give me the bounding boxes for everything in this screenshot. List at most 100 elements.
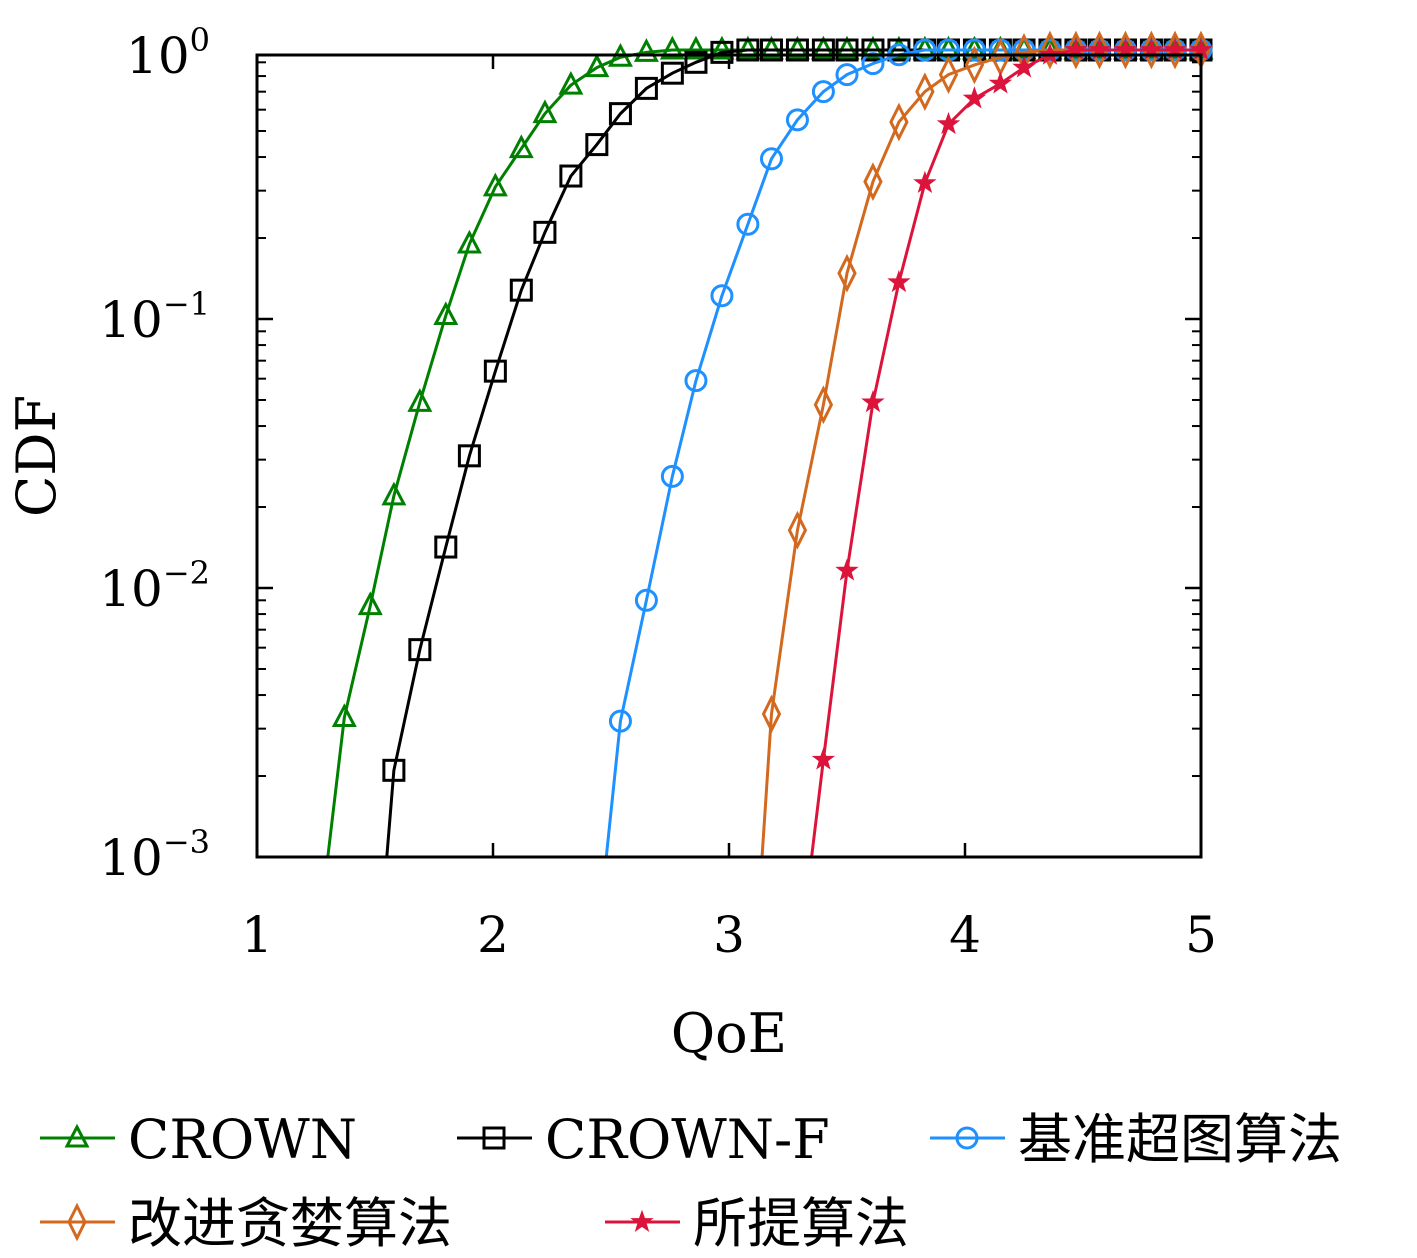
- legend-marker-icon: [630, 1209, 654, 1232]
- x-axis-label: QoE: [671, 1002, 787, 1065]
- data-point: [785, 38, 809, 62]
- data-point: [684, 50, 708, 74]
- series-4: [810, 37, 1213, 858]
- data-point: [962, 86, 987, 109]
- y-tick-label: 10−1: [99, 285, 210, 349]
- data-point: [710, 284, 734, 308]
- data-point: [608, 102, 632, 126]
- data-point: [709, 35, 735, 60]
- legend-marker-icon: [482, 1126, 506, 1150]
- data-point: [532, 99, 558, 124]
- data-point: [710, 40, 734, 64]
- data-point: [508, 134, 534, 159]
- series-3: [760, 30, 1211, 858]
- data-point: [913, 170, 937, 194]
- data-point: [1165, 30, 1185, 70]
- data-point: [811, 38, 835, 62]
- data-point: [483, 359, 507, 383]
- data-point: [533, 220, 557, 244]
- legend-label: 改进贪婪算法: [128, 1192, 452, 1255]
- x-tick-label: 1: [241, 906, 273, 964]
- legend-marker-icon: [64, 1123, 90, 1148]
- data-point: [811, 80, 835, 104]
- data-point: [407, 388, 433, 412]
- legend-item: 改进贪婪算法: [40, 1192, 452, 1255]
- data-point: [787, 510, 808, 550]
- legend-marker-icon: [955, 1126, 979, 1150]
- data-point: [863, 162, 883, 202]
- data-point: [913, 38, 937, 62]
- data-point: [509, 278, 533, 302]
- data-point: [634, 588, 658, 612]
- tick-labels: 1 2 3 4 5 100 10−1 10−2 10−3: [99, 21, 1217, 964]
- data-point: [887, 269, 911, 293]
- data-point: [1115, 30, 1136, 70]
- data-point: [938, 55, 959, 94]
- series-line: [604, 48, 1201, 858]
- legend-label: CROWN: [128, 1108, 357, 1171]
- data-point: [558, 70, 584, 95]
- series-line: [385, 48, 1201, 858]
- data-point: [759, 147, 783, 171]
- data-point: [633, 38, 659, 62]
- data-point: [835, 558, 859, 581]
- legend-label: 所提算法: [693, 1192, 909, 1255]
- legend-label: 基准超图算法: [1018, 1108, 1342, 1171]
- data-point: [456, 229, 482, 254]
- data-point: [684, 369, 708, 393]
- data-point: [559, 164, 583, 188]
- data-point: [331, 703, 357, 728]
- data-point: [584, 53, 610, 78]
- data-point: [988, 71, 1013, 94]
- y-tick-label: 100: [126, 21, 210, 85]
- x-tick-label: 4: [949, 906, 981, 964]
- data-point: [761, 694, 782, 734]
- data-point: [1012, 55, 1036, 78]
- legend-marker-icon: [67, 1202, 87, 1242]
- series-2: [604, 38, 1213, 858]
- data-point: [357, 591, 383, 616]
- data-point: [381, 481, 407, 506]
- data-point: [736, 38, 760, 62]
- series-line: [760, 48, 1201, 858]
- data-point: [434, 535, 458, 559]
- data-point: [811, 747, 836, 770]
- legend-item: 所提算法: [605, 1192, 909, 1255]
- data-point: [382, 758, 406, 782]
- x-tick-label: 3: [713, 906, 745, 964]
- data-point: [1089, 30, 1110, 70]
- x-tick-label: 2: [477, 906, 509, 964]
- legend-item: CROWN: [40, 1108, 357, 1171]
- data-point: [962, 38, 986, 62]
- y-tick-label: 10−2: [99, 554, 210, 618]
- data-point: [408, 638, 432, 662]
- data-point: [835, 38, 859, 62]
- series-1: [382, 38, 1213, 858]
- data-point: [1066, 30, 1086, 70]
- data-point: [861, 38, 885, 62]
- data-point: [457, 444, 481, 468]
- y-axis-label: CDF: [5, 395, 68, 517]
- x-tick-label: 5: [1185, 906, 1217, 964]
- data-point: [608, 709, 632, 733]
- data-point: [837, 253, 857, 293]
- data-point: [936, 111, 961, 135]
- y-tick-label: 10−3: [99, 823, 210, 887]
- data-point: [1040, 30, 1060, 70]
- data-point: [736, 212, 760, 236]
- legend-label: CROWN-F: [545, 1108, 830, 1171]
- plot-frame: [255, 53, 1203, 859]
- data-point: [964, 45, 985, 85]
- data-point: [785, 108, 809, 132]
- data-point: [915, 72, 935, 112]
- data-point: [759, 38, 783, 62]
- data-point: [659, 35, 685, 60]
- data-point: [835, 63, 859, 87]
- data-point: [634, 76, 658, 100]
- data-point: [482, 172, 508, 197]
- data-point: [813, 385, 834, 425]
- data-point: [1141, 30, 1162, 70]
- data-point: [889, 102, 909, 142]
